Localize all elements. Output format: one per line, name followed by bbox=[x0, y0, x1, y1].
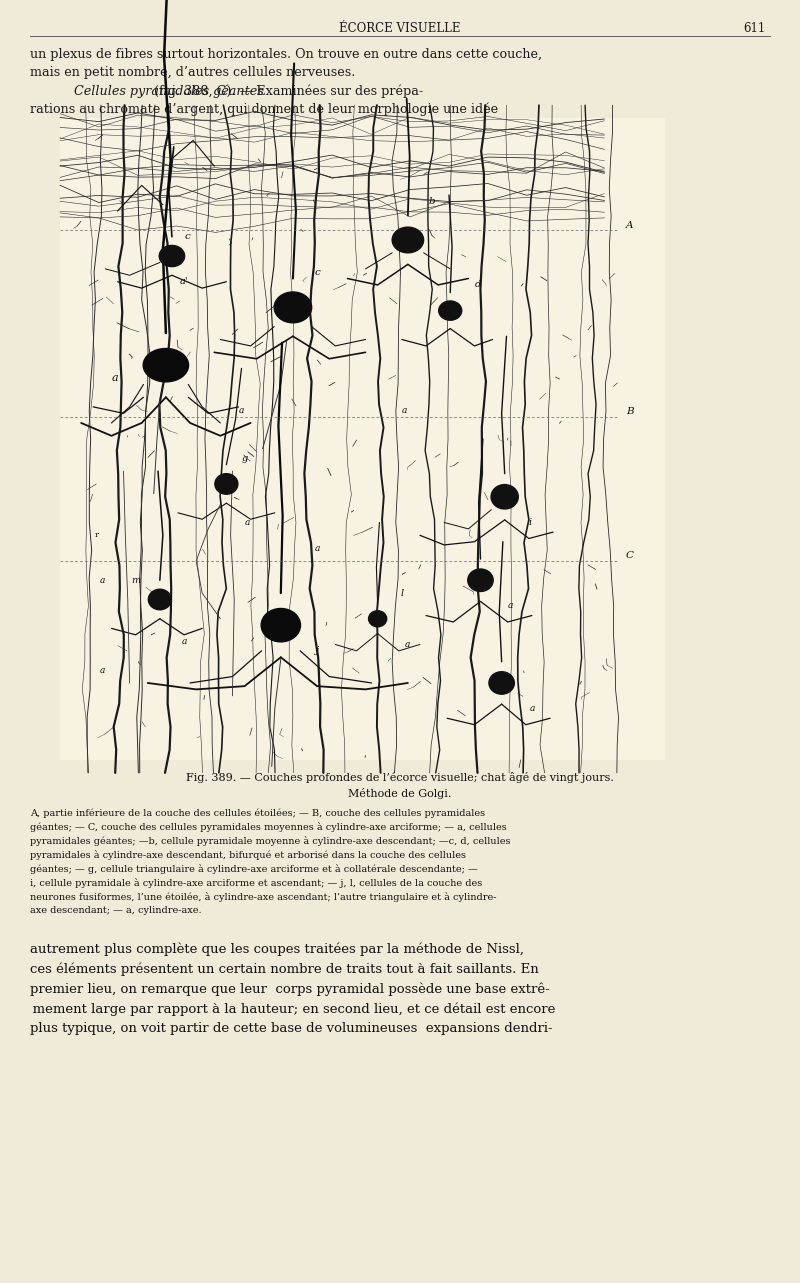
Text: a: a bbox=[182, 636, 186, 645]
Text: pyramidales géantes; —b, cellule pyramidale moyenne à cylindre-axe descendant; —: pyramidales géantes; —b, cellule pyramid… bbox=[30, 837, 510, 845]
Ellipse shape bbox=[274, 293, 312, 323]
Text: a: a bbox=[402, 405, 407, 414]
Ellipse shape bbox=[143, 349, 189, 382]
Text: Fig. 389. — Couches profondes de l’écorce visuelle; chat âgé de vingt jours.: Fig. 389. — Couches profondes de l’écorc… bbox=[186, 772, 614, 783]
Text: mement large par rapport à la hauteur; en second lieu, et ce détail est encore: mement large par rapport à la hauteur; e… bbox=[30, 1002, 555, 1016]
Text: d: d bbox=[474, 281, 481, 290]
Text: a': a' bbox=[180, 277, 188, 286]
Text: rations au chromate d’argent, qui donnent de leur morphologie une idée: rations au chromate d’argent, qui donnen… bbox=[30, 103, 498, 115]
Text: Méthode de Golgi.: Méthode de Golgi. bbox=[348, 788, 452, 799]
Text: i, cellule pyramidale à cylindre-axe arciforme et ascendant; — j, l, cellules de: i, cellule pyramidale à cylindre-axe arc… bbox=[30, 878, 482, 888]
Text: ces éléments présentent un certain nombre de traits tout à fait saillants. En: ces éléments présentent un certain nombr… bbox=[30, 962, 538, 975]
Text: a: a bbox=[314, 544, 320, 553]
Ellipse shape bbox=[491, 485, 518, 509]
Text: premier lieu, on remarque que leur  corps pyramidal possède une base extrê-: premier lieu, on remarque que leur corps… bbox=[30, 981, 550, 996]
Text: mais en petit nombre, d’autres cellules nerveuses.: mais en petit nombre, d’autres cellules … bbox=[30, 65, 355, 80]
Text: B: B bbox=[626, 407, 634, 416]
Text: neurones fusiformes, l’une étoilée, à cylindre-axe ascendant; l’autre triangulai: neurones fusiformes, l’une étoilée, à cy… bbox=[30, 892, 497, 902]
Ellipse shape bbox=[159, 245, 185, 267]
Text: Cellules pyramidales géantes: Cellules pyramidales géantes bbox=[30, 83, 264, 98]
Bar bbox=[60, 118, 665, 760]
Text: l: l bbox=[400, 589, 403, 598]
Text: plus typique, on voit partir de cette base de volumineuses  expansions dendri-: plus typique, on voit partir de cette ba… bbox=[30, 1023, 553, 1035]
Text: 611: 611 bbox=[742, 22, 765, 35]
Text: un plexus de fibres surtout horizontales. On trouve en outre dans cette couche,: un plexus de fibres surtout horizontales… bbox=[30, 47, 542, 62]
Text: g: g bbox=[242, 454, 248, 463]
Text: m: m bbox=[131, 576, 140, 585]
Text: c: c bbox=[314, 268, 320, 277]
Text: a: a bbox=[530, 704, 534, 713]
Text: a: a bbox=[508, 602, 514, 611]
Ellipse shape bbox=[369, 611, 386, 627]
Text: i: i bbox=[529, 518, 532, 527]
Text: pyramidales à cylindre-axe descendant, bifurqué et arborisé dans la couche des c: pyramidales à cylindre-axe descendant, b… bbox=[30, 851, 466, 860]
Text: a: a bbox=[245, 518, 250, 527]
Text: a: a bbox=[111, 373, 118, 384]
Text: A: A bbox=[626, 221, 633, 230]
Ellipse shape bbox=[392, 227, 424, 253]
Text: a: a bbox=[100, 666, 105, 675]
Text: axe descendant; — a, cylindre-axe.: axe descendant; — a, cylindre-axe. bbox=[30, 906, 202, 915]
Text: c: c bbox=[184, 232, 190, 241]
Text: b: b bbox=[429, 198, 435, 207]
Ellipse shape bbox=[489, 672, 514, 694]
Text: a: a bbox=[239, 405, 244, 414]
Text: j: j bbox=[315, 647, 318, 656]
Text: géantes; — g, cellule triangulaire à cylindre-axe arciforme et à collatérale des: géantes; — g, cellule triangulaire à cyl… bbox=[30, 863, 478, 874]
Text: ÉCORCE VISUELLE: ÉCORCE VISUELLE bbox=[339, 22, 461, 35]
Ellipse shape bbox=[148, 589, 171, 609]
Ellipse shape bbox=[261, 608, 301, 642]
Ellipse shape bbox=[468, 568, 493, 591]
Text: r: r bbox=[94, 531, 98, 539]
Text: géantes; — C, couche des cellules pyramidales moyennes à cylindre-axe arciforme;: géantes; — C, couche des cellules pyrami… bbox=[30, 822, 506, 831]
Text: a: a bbox=[405, 640, 410, 649]
Text: A, partie inférieure de la couche des cellules étoilées; — B, couche des cellule: A, partie inférieure de la couche des ce… bbox=[30, 808, 485, 817]
Text: autrement plus complète que les coupes traitées par la méthode de Nissl,: autrement plus complète que les coupes t… bbox=[30, 942, 524, 956]
Ellipse shape bbox=[438, 302, 462, 321]
Text: (fig. 388, C). — Examinées sur des prépa-: (fig. 388, C). — Examinées sur des prépa… bbox=[30, 83, 423, 98]
Ellipse shape bbox=[215, 473, 238, 494]
Text: a: a bbox=[100, 576, 105, 585]
Text: C: C bbox=[626, 552, 634, 561]
